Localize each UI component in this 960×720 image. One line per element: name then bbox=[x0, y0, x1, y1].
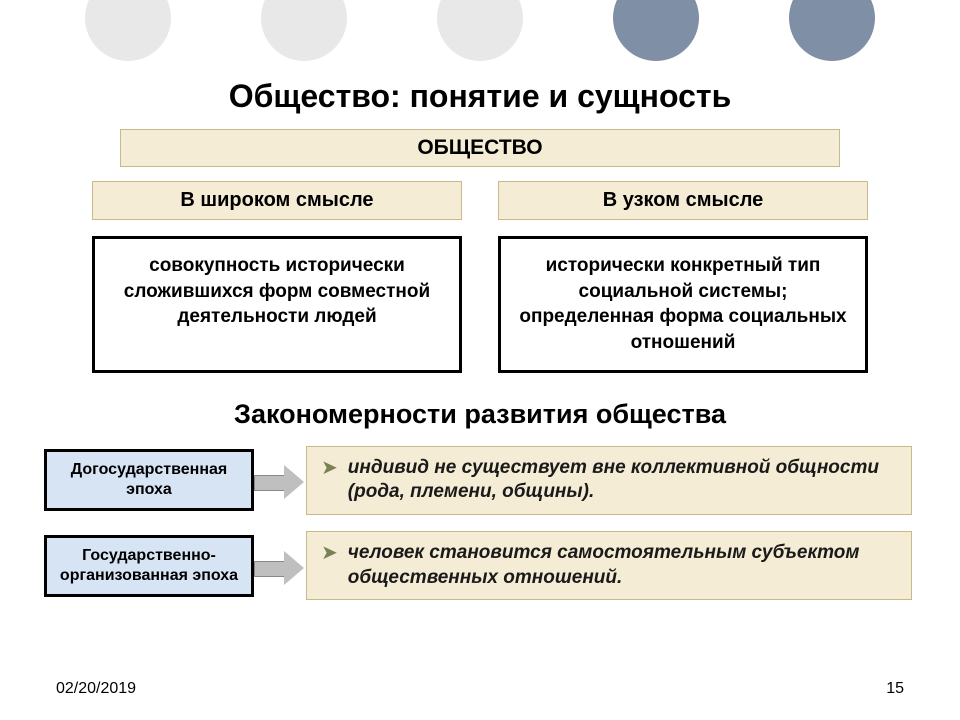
dev-row-1: Догосударственная эпоха ➤ индивид не сущ… bbox=[0, 446, 960, 515]
development-subtitle: Закономерности развития общества bbox=[0, 399, 960, 430]
bullet-text-1: индивид не существует вне коллективной о… bbox=[348, 456, 897, 505]
narrow-sense-header: В узком смысле bbox=[498, 181, 868, 220]
broad-sense-header: В широком смысле bbox=[92, 181, 462, 220]
definition-row: совокупность исторически сложившихся фор… bbox=[0, 236, 960, 373]
chevron-right-icon: ➤ bbox=[321, 456, 338, 480]
footer-page: 15 bbox=[886, 680, 904, 698]
footer: 02/20/2019 15 bbox=[56, 680, 904, 698]
arrow-icon bbox=[250, 545, 306, 587]
narrow-sense-definition: исторически конкретный тип социальной си… bbox=[498, 236, 868, 373]
dev-row-2: Государственно-организованная эпоха ➤ че… bbox=[0, 531, 960, 600]
epoch-prestate: Догосударственная эпоха bbox=[44, 449, 254, 511]
definition-headers: В широком смысле В узком смысле bbox=[0, 181, 960, 220]
bullet-box-2: ➤ человек становится самостоятельным суб… bbox=[306, 531, 912, 600]
bullet-box-1: ➤ индивид не существует вне коллективной… bbox=[306, 446, 912, 515]
bullet-text-2: человек становится самостоятельным субъе… bbox=[348, 541, 897, 590]
society-label: ОБЩЕСТВО bbox=[120, 129, 840, 167]
epoch-state: Государственно-организованная эпоха bbox=[44, 535, 254, 597]
footer-date: 02/20/2019 bbox=[56, 680, 136, 698]
page-title: Общество: понятие и сущность bbox=[0, 0, 960, 115]
chevron-right-icon: ➤ bbox=[321, 541, 338, 565]
broad-sense-definition: совокупность исторически сложившихся фор… bbox=[92, 236, 462, 373]
arrow-icon bbox=[250, 459, 306, 501]
